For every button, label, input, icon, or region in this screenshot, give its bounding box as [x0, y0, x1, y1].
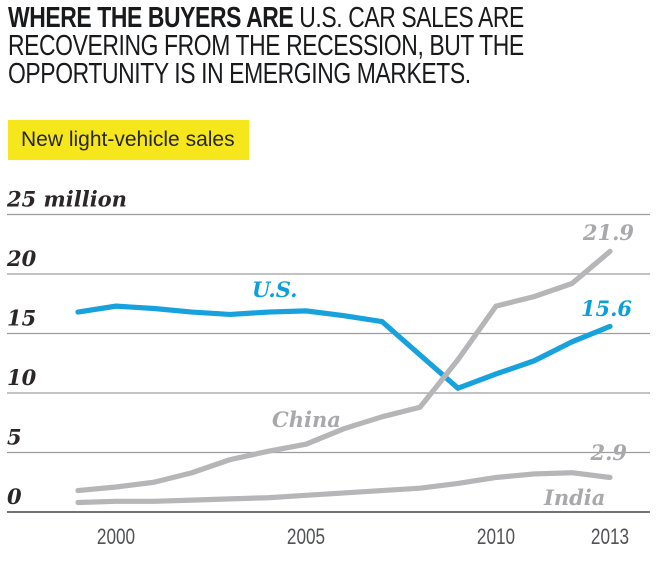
- headline-line-2: RECOVERING FROM THE RECESSION, BUT THE: [8, 30, 524, 62]
- us-line: [75, 303, 613, 391]
- y-tick-label-0: 0: [7, 484, 22, 509]
- us-end-value: 15.6: [581, 296, 633, 321]
- headline-line-1: WHERE THE BUYERS ARE U.S. CAR SALES ARE: [8, 2, 656, 34]
- y-tick-label-20: 20: [6, 246, 37, 271]
- china-line: [75, 248, 613, 494]
- china-end-value: 21.9: [582, 220, 635, 245]
- y-tick-label-25: 25 million: [6, 187, 127, 212]
- x-tick-label-2000: 2000: [97, 525, 135, 550]
- x-tick-label-2005: 2005: [287, 525, 325, 550]
- headline-rest: U.S. CAR SALES ARE: [299, 2, 524, 34]
- chart-title-label: New light-vehicle sales: [21, 128, 235, 151]
- headline-bold: WHERE THE BUYERS ARE: [8, 2, 294, 34]
- india-end-value: 2.9: [589, 440, 627, 465]
- headline-line-3: OPPORTUNITY IS IN EMERGING MARKETS.: [8, 58, 471, 90]
- india-line: [75, 470, 613, 506]
- headline: WHERE THE BUYERS ARE U.S. CAR SALES ARE …: [8, 2, 656, 90]
- us-series-label: U.S.: [252, 277, 297, 302]
- india-series-label: India: [543, 485, 605, 510]
- x-tick-label-2010: 2010: [477, 525, 515, 550]
- china-series-label: China: [272, 407, 341, 432]
- y-tick-label-10: 10: [7, 365, 37, 390]
- x-tick-label-2013: 2013: [591, 525, 629, 550]
- y-tick-label-15: 15: [7, 306, 36, 331]
- chart-title-highlight: New light-vehicle sales: [8, 120, 249, 160]
- y-tick-label-5: 5: [7, 425, 22, 450]
